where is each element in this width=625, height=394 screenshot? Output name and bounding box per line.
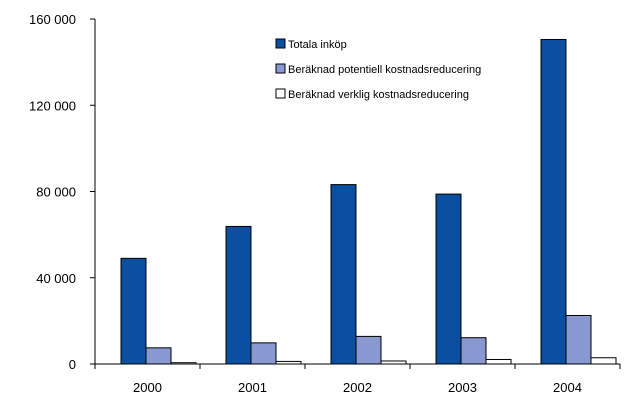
bar-2-2002: [355, 335, 382, 365]
bar-3-2002: [380, 360, 407, 365]
bar-1-2000: [120, 257, 147, 365]
bar-3-2001: [275, 360, 302, 365]
legend-swatch: [275, 88, 286, 99]
y-tick-label: 40 000: [36, 271, 76, 286]
bar-2-2004: [565, 314, 592, 365]
bar-2-2003: [460, 337, 487, 365]
y-tick-labels: 0 40 000 80 000 120 000 160 000: [29, 12, 76, 372]
bar-3-2000: [170, 362, 197, 365]
legend-swatch: [275, 63, 286, 74]
x-tick-label: 2002: [343, 380, 372, 394]
bar-2-2001: [250, 342, 277, 365]
bar-2-2000: [145, 347, 172, 365]
bar-1-2003: [435, 193, 462, 365]
legend-entry: Totala inköp: [288, 39, 347, 51]
x-tick-labels: 2000 2001 2002 2003 2004: [133, 380, 582, 394]
bar-3-2004: [590, 357, 617, 365]
legend-entry: Beräknad verklig kostnadsreducering: [288, 89, 469, 101]
x-tick-label: 2004: [553, 380, 582, 394]
chart-bars: [120, 38, 617, 365]
legend-entry: Beräknad potentiell kostnadsreducering: [288, 64, 481, 76]
legend: Totala inköp Beräknad potentiell kostnads…: [270, 30, 530, 108]
y-tick-label: 80 000: [36, 185, 76, 200]
bar-1-2001: [225, 225, 252, 365]
x-tick-label: 2000: [133, 380, 162, 394]
legend-swatch: [275, 38, 286, 49]
bar-3-2003: [485, 358, 512, 365]
x-tick-label: 2001: [238, 380, 267, 394]
bar-1-2002: [330, 184, 357, 365]
y-tick-label: 120 000: [29, 98, 76, 113]
legend-box: [270, 30, 530, 108]
bar-1-2004: [540, 38, 567, 365]
y-tick-label: 0: [69, 357, 76, 372]
y-tick-label: 160 000: [29, 12, 76, 27]
x-tick-label: 2003: [448, 380, 477, 394]
